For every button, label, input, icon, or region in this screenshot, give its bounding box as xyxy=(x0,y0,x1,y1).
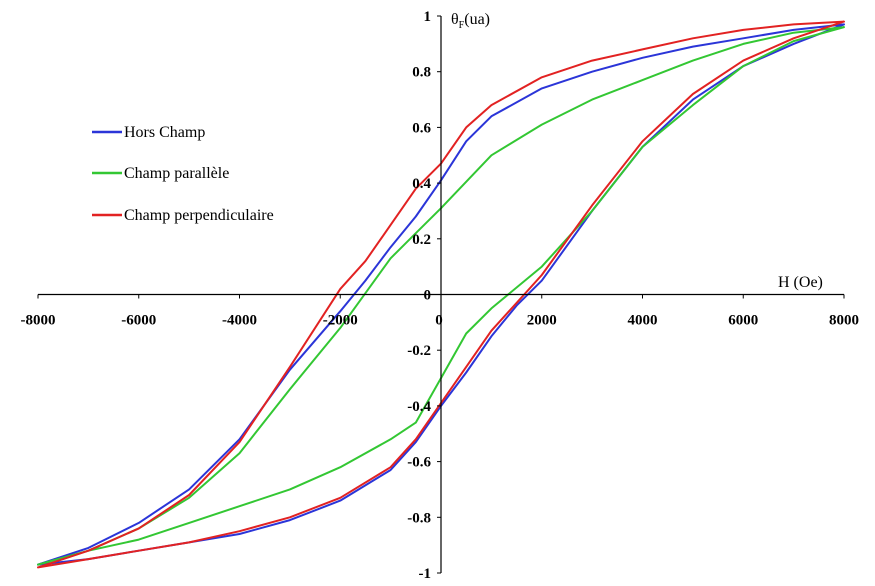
y-axis-label-unit: (ua) xyxy=(464,11,490,28)
ticks-layer: -8000 -6000 -4000 -2000 0 2000 4000 6000 8000 -1 -… xyxy=(21,9,860,582)
svg-text:θF(ua): θF(ua) xyxy=(451,11,490,31)
y-axis-label: θF(ua) xyxy=(451,11,490,31)
x-tick-label: 6000 xyxy=(728,313,758,329)
legend-label-hors-champ: Hors Champ xyxy=(124,124,205,141)
series-line-champ-parallele xyxy=(37,26,845,566)
legend-entry-champ-perpendiculaire: Champ perpendiculaire xyxy=(92,207,274,224)
series-line-hors-champ xyxy=(37,23,845,566)
series-layer xyxy=(37,20,845,569)
y-tick-label: -1 xyxy=(419,566,432,582)
y-tick-label: 0.4 xyxy=(412,176,431,192)
x-tick-label: -4000 xyxy=(222,313,257,329)
y-tick-label: 0.8 xyxy=(412,65,431,81)
x-tick-label: -6000 xyxy=(121,313,156,329)
legend-label-champ-parallele: Champ parallèle xyxy=(124,165,229,182)
y-tick-label: -0.8 xyxy=(407,510,431,526)
x-tick-label: 4000 xyxy=(628,313,658,329)
y-axis-label-subscript: F xyxy=(459,20,465,31)
x-tick-label: -8000 xyxy=(21,313,56,329)
series-line-champ-perpendiculaire xyxy=(37,20,845,569)
x-axis-label: H (Oe) xyxy=(778,274,823,291)
y-axis-label-symbol: θ xyxy=(451,11,459,28)
y-tick-label: 1 xyxy=(424,9,432,25)
y-tick-label: 0.2 xyxy=(412,232,431,248)
legend-entry-champ-parallele: Champ parallèle xyxy=(92,165,229,182)
y-tick-label: 0.6 xyxy=(412,120,431,136)
legend: Hors Champ Champ parallèle Champ perpend… xyxy=(92,124,274,224)
x-tick-label: 0 xyxy=(435,313,443,329)
legend-entry-hors-champ: Hors Champ xyxy=(92,124,205,141)
x-tick-label: 8000 xyxy=(829,313,859,329)
x-tick-label: -2000 xyxy=(323,313,358,329)
y-tick-label: -0.2 xyxy=(407,343,431,359)
x-tick-label: 2000 xyxy=(527,313,557,329)
legend-label-champ-perpendiculaire: Champ perpendiculaire xyxy=(124,207,274,224)
y-tick-label: 0 xyxy=(424,288,432,304)
y-tick-label: -0.4 xyxy=(407,399,431,415)
y-tick-label: -0.6 xyxy=(407,455,431,471)
